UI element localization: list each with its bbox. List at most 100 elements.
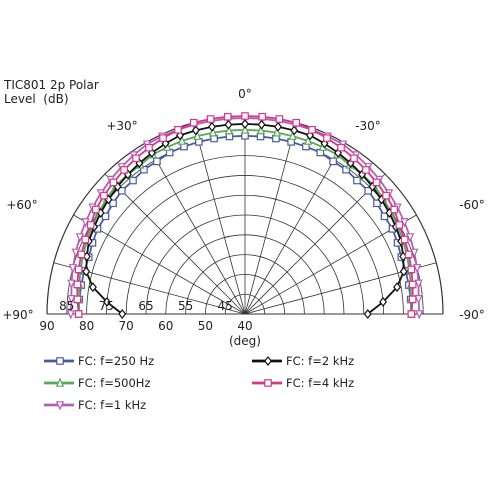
series-point bbox=[379, 296, 388, 307]
title-line-2: Level (dB) bbox=[4, 92, 69, 106]
series-point bbox=[74, 310, 83, 318]
series-point bbox=[77, 250, 86, 259]
series-point bbox=[66, 310, 75, 320]
series-point bbox=[288, 130, 297, 140]
series-4 bbox=[73, 112, 417, 318]
series-point bbox=[177, 135, 187, 145]
series-point bbox=[329, 157, 337, 166]
series-point bbox=[274, 121, 282, 132]
series-point bbox=[413, 264, 422, 274]
series-point bbox=[153, 157, 161, 166]
angle-label-0: 0° bbox=[238, 87, 252, 101]
grid-spoke bbox=[104, 173, 246, 315]
series-point bbox=[224, 119, 233, 130]
grid-spoke bbox=[244, 173, 386, 315]
series-point bbox=[407, 265, 416, 274]
series-point bbox=[86, 221, 95, 229]
series-point bbox=[415, 310, 424, 320]
series-point bbox=[88, 282, 97, 293]
series-point bbox=[399, 266, 408, 277]
grid-spoke bbox=[244, 214, 417, 315]
series-point bbox=[71, 248, 80, 258]
series-point bbox=[414, 295, 423, 305]
radial-label: 40 bbox=[237, 319, 252, 333]
grid-spoke bbox=[244, 142, 345, 315]
series-point bbox=[323, 134, 331, 142]
series-point bbox=[292, 118, 301, 127]
series-point bbox=[363, 309, 372, 319]
grid-spoke bbox=[244, 122, 297, 315]
series-point bbox=[390, 205, 399, 214]
series-point bbox=[140, 165, 148, 174]
series-point bbox=[68, 264, 77, 274]
series-point bbox=[74, 265, 83, 274]
angle-label-plus60: +60° bbox=[6, 198, 37, 212]
series-point bbox=[132, 154, 140, 163]
series-point bbox=[362, 166, 370, 174]
series-point bbox=[414, 279, 423, 289]
series-point bbox=[91, 205, 100, 214]
series-point bbox=[81, 235, 90, 244]
radial-label: 80 bbox=[79, 319, 94, 333]
axis-labels: 0° +30° -30° +60° -60° +90° -90° 90 80 70 60 50 40 85… bbox=[2, 87, 484, 348]
series-point bbox=[303, 135, 313, 145]
series-point bbox=[404, 250, 413, 259]
series-point bbox=[353, 176, 361, 185]
series-point bbox=[308, 126, 316, 134]
series-point bbox=[241, 112, 249, 120]
series-point bbox=[380, 212, 389, 221]
series-point bbox=[407, 310, 416, 318]
series-point bbox=[410, 248, 419, 258]
series-point bbox=[372, 178, 381, 187]
radial-label: 90 bbox=[39, 319, 54, 333]
series-point bbox=[159, 134, 167, 142]
series-point bbox=[364, 186, 373, 195]
series-point bbox=[373, 199, 381, 208]
radial-label-inner: 65 bbox=[138, 299, 153, 313]
series-point bbox=[350, 154, 358, 163]
series-point bbox=[400, 235, 409, 244]
radial-label: 60 bbox=[158, 319, 173, 333]
grid-spoke bbox=[73, 214, 246, 315]
series-point bbox=[206, 115, 215, 123]
series-point bbox=[193, 130, 202, 140]
series-point bbox=[189, 118, 198, 127]
series-point bbox=[393, 282, 402, 293]
chart-title: TIC801 2p Polar Level (dB) bbox=[4, 78, 99, 106]
angle-label-minus60: -60° bbox=[459, 198, 485, 212]
series-point bbox=[73, 295, 82, 304]
series-point bbox=[241, 118, 249, 129]
series-point bbox=[257, 119, 266, 130]
series-point bbox=[208, 121, 216, 132]
series-point bbox=[224, 125, 234, 135]
series-point bbox=[100, 191, 108, 200]
radial-label: 50 bbox=[198, 319, 213, 333]
series-point bbox=[73, 280, 82, 289]
series-point bbox=[129, 176, 137, 185]
radial-unit-label: (deg) bbox=[229, 334, 261, 348]
series-point bbox=[174, 126, 182, 134]
angle-label-plus30: +30° bbox=[106, 119, 137, 133]
series-point bbox=[102, 296, 111, 307]
angle-label-minus30: -30° bbox=[355, 119, 381, 133]
angle-label-plus90: +90° bbox=[2, 308, 33, 322]
series-point bbox=[109, 199, 117, 208]
series-point bbox=[382, 191, 390, 200]
radial-label-inner: 75 bbox=[99, 299, 114, 313]
grid-spoke bbox=[145, 142, 246, 315]
series-point bbox=[240, 124, 250, 134]
radial-label: 70 bbox=[119, 319, 134, 333]
grid-spoke bbox=[193, 122, 246, 315]
title-line-1: TIC801 2p Polar bbox=[4, 78, 99, 92]
series-point bbox=[395, 221, 404, 229]
series-point bbox=[120, 166, 128, 174]
series-point bbox=[342, 165, 350, 174]
series-point bbox=[290, 125, 299, 136]
series-point bbox=[109, 178, 118, 187]
series-layer bbox=[66, 112, 424, 320]
series-point bbox=[408, 280, 417, 289]
series-point bbox=[223, 112, 232, 121]
radial-label-inner: 85 bbox=[59, 299, 74, 313]
series-point bbox=[256, 125, 266, 135]
